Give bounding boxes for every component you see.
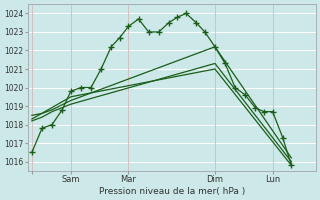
- X-axis label: Pression niveau de la mer( hPa ): Pression niveau de la mer( hPa ): [99, 187, 245, 196]
